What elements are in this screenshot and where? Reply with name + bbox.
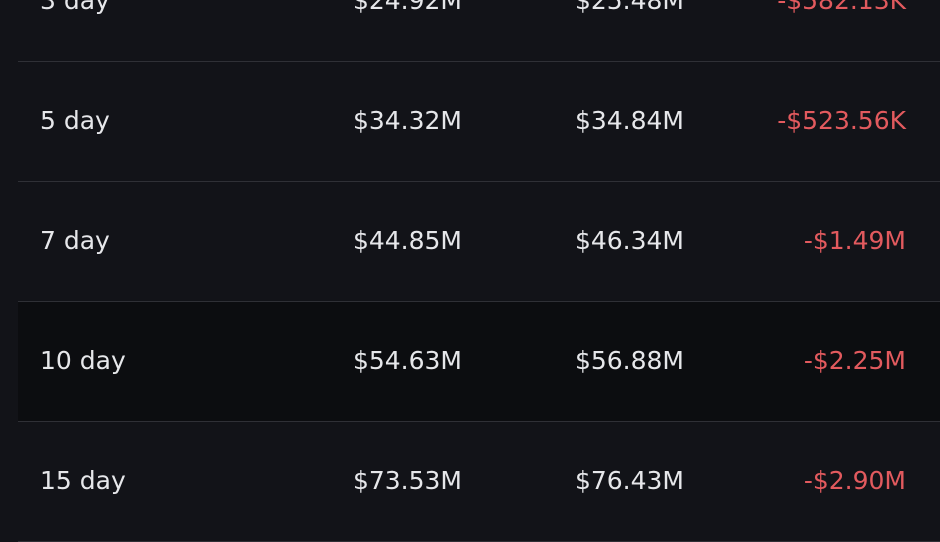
- value-a: $54.63M: [352, 346, 462, 375]
- value-b: $76.43M: [574, 466, 684, 495]
- table-row[interactable]: 10 day $54.63M $56.88M -$2.25M: [18, 302, 940, 422]
- difference: -$1.49M: [803, 226, 906, 255]
- difference: -$523.56K: [777, 106, 906, 135]
- value-a: $24.92M: [352, 0, 462, 15]
- period: 7 day: [40, 226, 110, 255]
- table-row[interactable]: 7 day $44.85M $46.34M -$1.49M: [18, 182, 940, 302]
- table-row[interactable]: 5 day $34.32M $34.84M -$523.56K: [18, 62, 940, 182]
- value-a: $44.85M: [352, 226, 462, 255]
- table-row[interactable]: 3 day $24.92M $25.48M -$582.13K: [18, 0, 940, 62]
- period: 15 day: [40, 466, 126, 495]
- difference: -$2.90M: [803, 466, 906, 495]
- table-row[interactable]: 15 day $73.53M $76.43M -$2.90M: [18, 422, 940, 542]
- value-b: $34.84M: [574, 106, 684, 135]
- period: 10 day: [40, 346, 126, 375]
- period: 3 day: [40, 0, 110, 15]
- value-a: $34.32M: [352, 106, 462, 135]
- value-b: $25.48M: [574, 0, 684, 15]
- difference: -$582.13K: [777, 0, 906, 15]
- value-b: $56.88M: [574, 346, 684, 375]
- period: 5 day: [40, 106, 110, 135]
- value-a: $73.53M: [352, 466, 462, 495]
- value-b: $46.34M: [574, 226, 684, 255]
- difference: -$2.25M: [803, 346, 906, 375]
